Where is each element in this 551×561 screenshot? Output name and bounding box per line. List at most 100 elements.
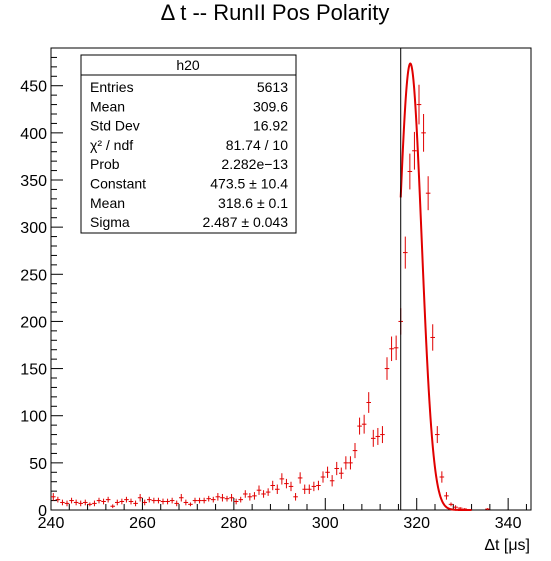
stats-row-label: Sigma <box>90 214 130 230</box>
data-point <box>485 508 490 510</box>
data-point <box>165 498 170 505</box>
data-point <box>256 485 262 495</box>
data-point <box>371 429 376 447</box>
stats-row-label: Mean <box>90 98 125 114</box>
data-point <box>206 495 211 502</box>
data-point <box>302 484 307 494</box>
data-point <box>421 114 426 152</box>
data-point <box>348 456 353 470</box>
data-point <box>83 499 88 506</box>
data-point <box>151 497 157 504</box>
data-point <box>87 502 93 507</box>
data-point <box>275 484 280 494</box>
data-point <box>430 324 435 351</box>
data-point <box>215 493 221 501</box>
data-point <box>448 502 454 507</box>
x-tick-label: 260 <box>129 515 156 532</box>
data-point <box>384 357 390 380</box>
data-point <box>174 500 179 507</box>
stats-row-value: 318.6 ± 0.1 <box>218 195 288 211</box>
data-point <box>78 500 83 507</box>
x-tick-label: 280 <box>221 515 248 532</box>
y-tick-label: 200 <box>20 314 47 331</box>
data-point <box>73 499 79 506</box>
data-point <box>188 502 193 507</box>
stats-box-title: h20 <box>176 57 200 73</box>
y-tick-label: 250 <box>20 267 47 284</box>
stats-row-value: 2.282e−13 <box>221 156 288 172</box>
data-point <box>425 176 431 211</box>
y-tick-label: 450 <box>20 79 47 96</box>
data-point <box>407 153 413 190</box>
data-point <box>412 131 417 170</box>
data-point <box>457 507 463 510</box>
data-point <box>297 472 303 484</box>
data-point <box>128 498 134 505</box>
x-axis-title: Δt [μs] <box>484 537 530 554</box>
stats-row-label: Std Dev <box>90 118 140 134</box>
data-point <box>453 505 458 510</box>
data-point <box>64 500 70 507</box>
data-point <box>403 236 408 269</box>
data-point <box>233 498 239 505</box>
y-tick-label: 50 <box>29 456 47 473</box>
data-point <box>279 473 285 485</box>
data-point <box>320 471 326 483</box>
x-tick-label: 320 <box>403 515 430 532</box>
data-point <box>307 484 312 494</box>
stats-row-value: 16.92 <box>253 118 288 134</box>
data-point <box>416 84 422 125</box>
fit-curve <box>399 62 472 511</box>
data-point <box>105 496 111 503</box>
data-point <box>357 417 362 435</box>
data-point <box>339 467 344 479</box>
y-tick-label: 150 <box>20 362 47 379</box>
data-point <box>137 493 143 502</box>
data-point <box>247 493 253 501</box>
data-point <box>311 481 317 492</box>
data-point <box>156 497 161 504</box>
x-axis: 240 260 280 300 320 340 <box>38 498 527 532</box>
data-point <box>160 498 166 505</box>
x-tick-label: 340 <box>495 515 522 532</box>
data-point <box>361 414 367 434</box>
data-point <box>220 493 225 502</box>
data-point <box>96 497 102 504</box>
data-point <box>293 493 298 501</box>
data-point <box>316 480 321 491</box>
histogram-points <box>51 84 490 510</box>
data-point <box>352 443 358 459</box>
data-point <box>265 488 271 496</box>
data-point <box>192 497 198 504</box>
data-point <box>343 456 349 470</box>
y-tick-label: 400 <box>20 126 47 143</box>
data-point <box>60 499 65 506</box>
data-point <box>435 426 440 444</box>
data-point <box>334 461 339 476</box>
data-point <box>243 490 248 498</box>
stats-rows: Entries 5613 Mean 309.6 Std Dev 16.92 χ² / ndf… <box>90 79 288 230</box>
stats-row-value: 5613 <box>257 79 288 95</box>
data-point <box>211 496 216 503</box>
data-point <box>179 493 184 502</box>
data-point <box>252 492 257 500</box>
data-point <box>284 478 289 489</box>
data-point <box>197 497 202 504</box>
data-point <box>169 497 175 504</box>
data-point <box>183 499 189 506</box>
data-point <box>366 392 371 413</box>
data-point <box>51 493 56 501</box>
data-point <box>375 427 381 445</box>
plot-frame <box>50 47 532 511</box>
data-point <box>238 496 243 503</box>
stats-row-value: 309.6 <box>253 98 288 114</box>
data-point <box>439 471 445 483</box>
data-point <box>393 335 399 361</box>
data-point <box>101 498 106 505</box>
data-point <box>288 481 294 492</box>
data-point <box>115 499 120 506</box>
stats-row-label: Prob <box>90 156 120 172</box>
y-tick-label: 350 <box>20 173 47 190</box>
data-point <box>261 490 266 498</box>
